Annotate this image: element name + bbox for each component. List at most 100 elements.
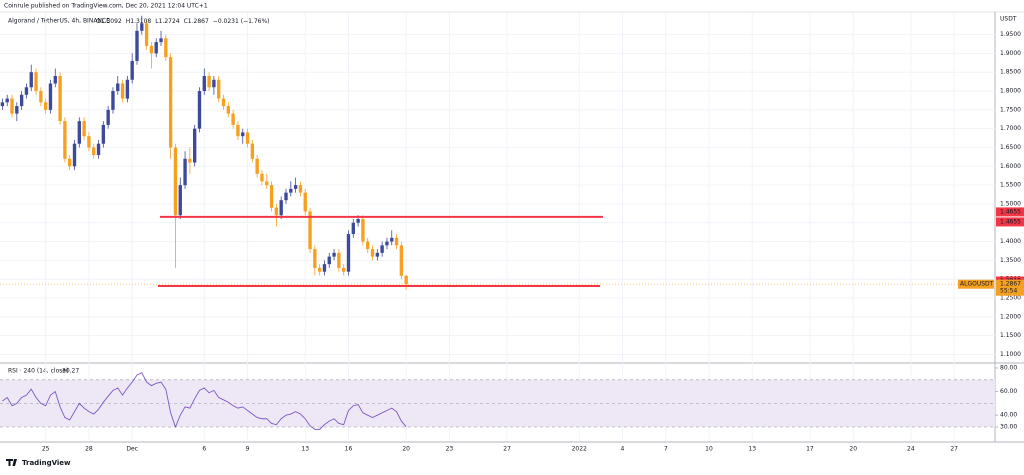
candle-body <box>164 38 168 58</box>
candle-body <box>361 218 365 242</box>
x-tick-label: 23 <box>446 446 454 453</box>
candle-body <box>399 245 404 276</box>
candle-body <box>183 158 187 186</box>
price-label-box <box>996 217 1024 227</box>
candle-body <box>43 102 48 110</box>
candle-body <box>351 222 355 235</box>
ohlc-value: 1.2867 <box>188 18 209 25</box>
symbol: Algorand / TetherUS, 4h, BINANCE <box>8 18 110 25</box>
candle-body <box>298 185 303 193</box>
candle-body <box>217 79 221 99</box>
ohlc-value: 1.3108 <box>130 18 151 25</box>
y-tick-label: 1.8500 <box>1000 69 1021 76</box>
candle-body <box>39 91 43 103</box>
candle-body <box>149 45 154 54</box>
y-tick-label: 1.7000 <box>1000 125 1021 132</box>
rsi-band <box>0 379 995 428</box>
x-tick-label: 28 <box>85 446 93 453</box>
candle-body <box>221 98 226 107</box>
y-tick-label: 40.00 <box>1000 412 1017 419</box>
rsi-title: RSI · 240 (14, close) <box>8 368 68 375</box>
ohlc-value: 1.3092 <box>101 18 122 25</box>
y-tick-label: 1.2500 <box>1000 295 1021 302</box>
candle-body <box>19 94 24 107</box>
candle-body <box>101 124 106 144</box>
candle-body <box>255 158 259 174</box>
x-tick-label: 13 <box>748 446 756 453</box>
candle-body <box>178 185 182 216</box>
candle-body <box>337 252 341 268</box>
candle-body <box>245 132 250 144</box>
candle-body <box>197 91 202 129</box>
candle-body <box>96 143 101 156</box>
y-tick-label: 1.1000 <box>1000 351 1021 358</box>
price-label-box <box>996 207 1024 217</box>
candle-body <box>317 267 322 272</box>
x-tick-label: 17 <box>806 446 814 453</box>
y-tick-label: 1.8000 <box>1000 88 1021 95</box>
candle-body <box>265 181 269 186</box>
y-tick-label: 30.00 <box>1000 424 1017 431</box>
ohlc-key: C <box>184 18 188 25</box>
x-tick-label: 25 <box>42 446 50 453</box>
candle-body <box>92 147 96 156</box>
candle-body <box>231 113 235 125</box>
candle-body <box>120 83 125 99</box>
candle-body <box>385 241 389 246</box>
candle-body <box>34 72 38 92</box>
x-tick-label: 16 <box>345 446 353 453</box>
price-label: 1.4655 <box>1000 218 1021 225</box>
candle-body <box>130 60 134 80</box>
candle-body <box>284 192 288 201</box>
candle-body <box>394 237 399 246</box>
candle-body <box>10 98 14 114</box>
candle-body <box>111 91 115 110</box>
ohlc-key: L <box>155 18 159 25</box>
candle-body <box>87 136 91 148</box>
candle-body <box>63 121 67 159</box>
x-tick-label: Dec <box>126 446 138 453</box>
x-tick-label: 9 <box>246 446 250 453</box>
ohlc-value: 1.2724 <box>159 18 180 25</box>
x-tick-label: 4 <box>621 446 625 453</box>
y-tick-label: 1.9500 <box>1000 31 1021 38</box>
candle-body <box>342 267 346 272</box>
currency: USDT <box>1000 16 1017 23</box>
x-tick-label: 7 <box>664 446 668 453</box>
candle-body <box>192 128 197 163</box>
last-price: 1.2867 <box>1000 281 1021 288</box>
y-tick-label: 80.00 <box>1000 364 1017 371</box>
candle-body <box>390 237 394 242</box>
candle-body <box>404 275 408 285</box>
y-tick-label: 1.6500 <box>1000 144 1021 151</box>
y-tick-label: 1.7500 <box>1000 106 1021 113</box>
candle-body <box>236 124 240 137</box>
candle-body <box>140 23 144 31</box>
candle-body <box>269 185 274 208</box>
ohlc-key: O <box>96 18 101 25</box>
candle-body <box>77 121 81 144</box>
x-tick-label: 20 <box>402 446 410 453</box>
candle-body <box>327 256 331 265</box>
candle-body <box>168 57 173 148</box>
x-tick-label: 27 <box>503 446 511 453</box>
candle-body <box>202 75 206 92</box>
y-tick-label: 60.00 <box>1000 388 1017 395</box>
ticker: ALGOUSDT <box>960 281 994 288</box>
candle-body <box>289 188 293 193</box>
candle-body <box>15 106 19 114</box>
candle-body <box>380 245 384 253</box>
y-tick-label: 1.4000 <box>1000 238 1021 245</box>
candle-body <box>125 79 130 99</box>
ohlc-legend: O1.3092 H1.3108 L1.2724 C1.2867 −0.0231 (−1.… <box>96 18 270 25</box>
candle-body <box>313 249 317 268</box>
candle-body <box>250 143 255 159</box>
chart-title: Coinrule published on TradingView.com, D… <box>4 3 208 10</box>
candle-body <box>68 158 72 167</box>
candle-body <box>144 23 149 46</box>
x-tick-label: 13 <box>301 446 309 453</box>
logo: TradingView <box>22 459 71 467</box>
rsi-line <box>2 372 407 430</box>
candle-body <box>5 98 9 103</box>
candle-body <box>274 207 279 216</box>
